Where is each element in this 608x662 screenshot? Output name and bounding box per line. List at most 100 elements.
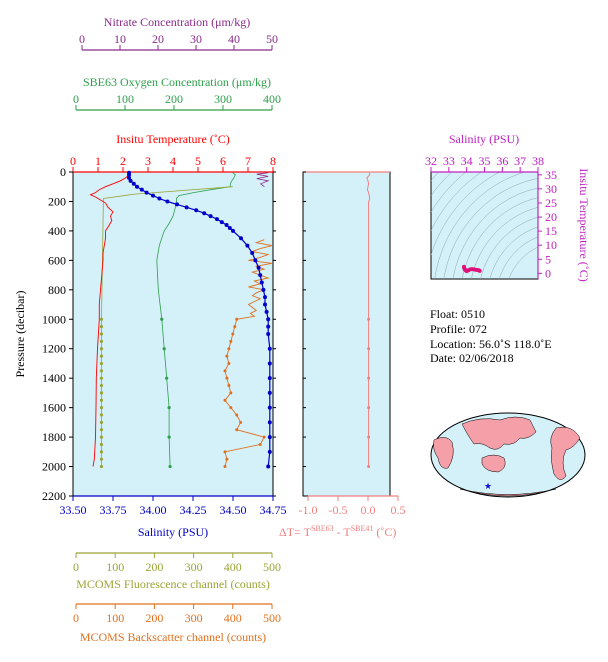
ts-temperature-tick-label: 5: [545, 252, 551, 266]
delta-t-title-end: (˚C): [373, 525, 396, 539]
ts-density-contour: [431, 172, 453, 196]
nitrate-tick-label: 50: [266, 32, 278, 46]
delta-t-profile-line: [366, 172, 371, 467]
backscatter-point: [225, 457, 229, 461]
ts-temperature-tick-label: 20: [545, 210, 557, 224]
backscatter-point: [227, 361, 231, 365]
fluorescence-point: [99, 398, 104, 402]
fluorescence-point: [99, 435, 104, 439]
salinity-point: [259, 280, 264, 285]
profile-number-text: Profile: 072: [430, 322, 487, 336]
salinity-point: [219, 220, 224, 225]
salinity-point: [256, 265, 261, 270]
temperature-tick-label: 4: [170, 154, 176, 168]
pressure-tick-label: 200: [48, 194, 66, 208]
delta-t-point: [367, 435, 371, 439]
delta-t-title-sup2: SBE41: [351, 524, 374, 533]
oxygen-profile-line: [156, 172, 236, 467]
salinity-point: [266, 324, 271, 329]
delta-t-tick-label: -1.0: [299, 503, 318, 517]
salinity-tick-label: 33.50: [60, 503, 87, 517]
oxygen-point: [168, 464, 172, 469]
ts-density-contour: [480, 216, 538, 279]
fluorescence-point: [99, 391, 104, 395]
fluorescence-point: [99, 442, 104, 447]
fluorescence-point: [99, 450, 104, 454]
map-land-americas: [550, 426, 581, 480]
oxygen-point: [162, 347, 166, 351]
oxygen-point: [167, 406, 171, 410]
map-land-australia: [481, 454, 506, 473]
ts-salinity-tick-label: 34: [461, 154, 473, 168]
pressure-tick-label: 1200: [42, 342, 66, 356]
ts-density-contour: [499, 236, 538, 279]
ts-salinity-tick-label: 35: [479, 154, 491, 168]
backscatter-tick-label: 400: [224, 611, 242, 625]
nitrate-tick-label: 40: [228, 32, 240, 46]
salinity-point: [253, 258, 258, 263]
salinity-tick-label: 33.75: [100, 503, 127, 517]
fluorescence-tick-label: 500: [263, 560, 281, 574]
pressure-tick-label: 1600: [42, 401, 66, 415]
delta-t-point: [367, 465, 371, 469]
ts-salinity-axis-title: Salinity (PSU): [449, 132, 519, 146]
backscatter-point: [258, 442, 262, 446]
ts-density-contour: [489, 226, 538, 279]
backscatter-point: [229, 406, 233, 410]
ts-density-contour: [431, 172, 467, 213]
oxygen-point: [165, 376, 169, 380]
ts-temperature-axis-title: Insitu Temperature (˚C): [577, 168, 591, 282]
salinity-point: [215, 217, 219, 222]
temperature-tick-label: 3: [145, 154, 151, 168]
salinity-point: [165, 199, 170, 204]
fluorescence-axis-title: MCOMS Fluorescence channel (counts): [76, 577, 270, 591]
fluorescence-point: [99, 383, 104, 388]
temperature-tick-label: 7: [245, 154, 251, 168]
temperature-tick-label: 0: [70, 154, 76, 168]
backscatter-point: [229, 339, 233, 343]
backscatter-point: [239, 420, 243, 424]
backscatter-tick-label: 200: [145, 611, 163, 625]
temperature-tick-label: 1: [95, 154, 101, 168]
salinity-point: [267, 449, 272, 454]
temperature-tick-label: 8: [270, 154, 276, 168]
salinity-point: [157, 196, 162, 201]
backscatter-axis-title: MCOMS Backscatter channel (counts): [80, 630, 266, 644]
backscatter-point: [223, 369, 227, 373]
fluorescence-point: [99, 428, 104, 432]
delta-t-title-mid: - T: [334, 525, 352, 539]
date-text: Date: 02/06/2018: [430, 351, 514, 365]
nitrate-profile-line: [256, 172, 270, 188]
fluorescence-point: [99, 347, 104, 351]
nitrate-tick-label: 10: [114, 32, 126, 46]
salinity-point: [267, 390, 272, 395]
ts-salinity-tick-label: 38: [532, 154, 544, 168]
temperature-axis-title: Insitu Temperature (˚C): [116, 132, 230, 146]
oxygen-tick-label: 400: [263, 92, 281, 106]
oxygen-tick-label: 200: [165, 92, 183, 106]
salinity-point: [208, 214, 213, 219]
backscatter-point: [235, 317, 239, 321]
backscatter-point: [231, 332, 235, 336]
map-land-asia: [461, 416, 537, 450]
oxygen-axis-title: SBE63 Oxygen Concentration (μm/kg): [83, 75, 271, 89]
salinity-point: [144, 190, 149, 195]
fluorescence-point: [99, 325, 104, 329]
fluorescence-tick-label: 300: [185, 560, 203, 574]
backscatter-tick-label: 0: [73, 611, 79, 625]
nitrate-axis-title: Nitrate Concentration (μm/kg): [104, 15, 250, 29]
salinity-point: [266, 317, 271, 322]
salinity-point: [239, 236, 243, 241]
oxygen-tick-label: 300: [214, 92, 232, 106]
salinity-point: [263, 295, 267, 300]
location-text: Location: 56.0˚S 118.0˚E: [430, 337, 552, 351]
backscatter-point: [229, 391, 233, 395]
delta-t-title-main: ΔT= T: [279, 525, 312, 539]
fluorescence-tick-label: 100: [106, 560, 124, 574]
salinity-tick-label: 34.00: [140, 503, 167, 517]
fluorescence-point: [99, 317, 104, 321]
ts-temperature-tick-label: 0: [545, 266, 551, 280]
nitrate-tick-label: 30: [190, 32, 202, 46]
temperature-tick-label: 5: [195, 154, 201, 168]
